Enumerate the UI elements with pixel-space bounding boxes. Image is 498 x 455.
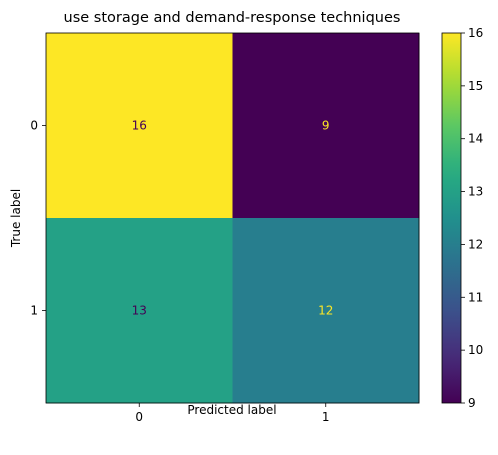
colorbar-tick-label: 13	[468, 185, 483, 199]
heatmap-cell	[232, 218, 420, 404]
y-axis-ticks: 01	[30, 119, 46, 318]
colorbar-tick-label: 16	[468, 26, 483, 40]
x-axis-label: Predicted label	[187, 403, 276, 417]
cell-value-label: 16	[132, 119, 147, 133]
y-axis-label: True label	[9, 189, 23, 248]
colorbar-ticks: 9 10 11 12 13 14 15 16	[461, 26, 483, 410]
colorbar-tick-label: 11	[468, 290, 483, 304]
heatmap-cell	[46, 33, 233, 219]
heatmap-cell	[46, 218, 233, 404]
cell-value-label: 9	[322, 119, 330, 133]
x-tick-label: 1	[322, 410, 330, 424]
colorbar-tick-label: 10	[468, 343, 483, 357]
heatmap-cells	[46, 33, 420, 404]
y-tick-label: 0	[30, 119, 38, 133]
cell-value-labels: 16 9 13 12	[132, 119, 334, 318]
cell-value-label: 12	[318, 304, 333, 318]
x-tick-label: 0	[135, 410, 143, 424]
colorbar-tick-label: 9	[468, 396, 476, 410]
colorbar-tick-label: 15	[468, 79, 483, 93]
colorbar	[441, 32, 462, 404]
chart-title: use storage and demand-response techniqu…	[64, 10, 401, 26]
y-tick-label: 1	[30, 304, 38, 318]
colorbar-tick-label: 12	[468, 237, 483, 251]
cell-value-label: 13	[132, 304, 147, 318]
colorbar-tick-label: 14	[468, 132, 483, 146]
plot-frame	[45, 32, 420, 404]
heatmap-cell	[232, 33, 420, 219]
